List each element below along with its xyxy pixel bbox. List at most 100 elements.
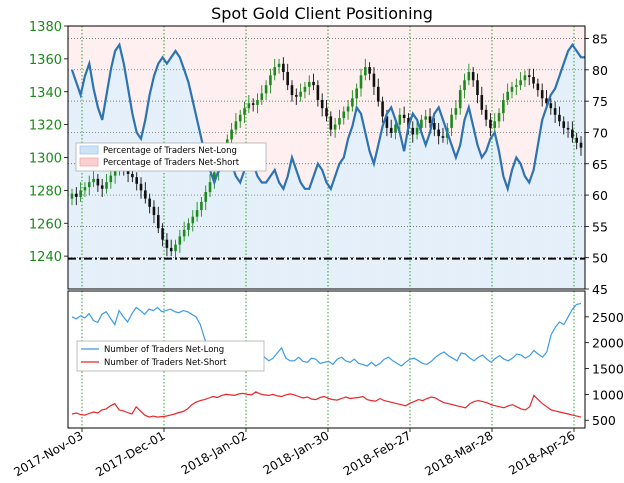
left-axis-tick-label: 1380 — [29, 20, 62, 35]
right-axis-tick-label: 75 — [592, 94, 608, 109]
candle-body — [213, 172, 216, 183]
candle-body — [83, 187, 87, 191]
candle-body — [295, 95, 298, 97]
candle-body — [381, 101, 384, 117]
main-legend: Percentage of Traders Net-Long Percentag… — [75, 142, 267, 172]
left-axis-tick-label: 1240 — [29, 250, 62, 265]
candle-body — [545, 98, 548, 104]
candle-body — [471, 72, 475, 81]
right-axis-tick-label: 65 — [592, 157, 608, 172]
sub-legend: Number of Traders Net-Long Number of Tra… — [76, 340, 265, 372]
x-axis-tick-label: 2018-Apr-26 — [506, 428, 577, 477]
candle-body — [351, 98, 354, 107]
candle-body — [523, 75, 527, 81]
candle-body — [571, 129, 574, 138]
sub-panel-frame — [67, 290, 586, 429]
candle-body — [437, 129, 440, 137]
right-axis-tick-label: 85 — [592, 32, 608, 47]
candle-body — [290, 85, 294, 96]
left-axis-tick-label: 1340 — [29, 86, 62, 101]
candle-body — [264, 85, 268, 94]
candle-body — [402, 114, 406, 119]
candle-body — [480, 95, 484, 110]
x-axis-tick-label: 2018-Jan-02 — [179, 428, 250, 477]
candle-body — [489, 119, 492, 128]
sub-axis-tick-label: 1500 — [592, 362, 624, 377]
legend-label-traders-net-long: Number of Traders Net-Long — [104, 345, 224, 355]
chart-title: Spot Gold Client Positioning — [211, 4, 433, 23]
left-axis-tick-label: 1260 — [29, 217, 62, 232]
candle-body — [131, 173, 134, 178]
candle-body — [355, 88, 358, 99]
candle-body — [510, 86, 514, 92]
candle-body — [428, 116, 432, 123]
candle-body — [87, 182, 91, 188]
candle-body — [286, 72, 289, 86]
candle-body — [251, 103, 255, 105]
candle-body — [79, 190, 82, 197]
candle-body — [346, 106, 350, 112]
candle-body — [316, 85, 320, 100]
candle-body — [299, 91, 302, 97]
candle-body — [424, 116, 428, 120]
sub-axis-tick-label: 1000 — [592, 387, 624, 402]
candle-body — [558, 114, 561, 122]
candle-body — [325, 108, 328, 117]
candle-body — [376, 86, 380, 102]
right-axis-tick-label: 80 — [592, 63, 608, 78]
candle-body — [113, 170, 117, 176]
sub-axis-tick-label: 500 — [592, 413, 616, 428]
candle-body — [441, 136, 445, 138]
candle-body — [191, 216, 195, 224]
candle-body — [187, 223, 190, 230]
candle-body — [148, 198, 151, 207]
candle-body — [342, 111, 346, 119]
x-axis-tick-label: 2018-Jan-30 — [261, 428, 332, 477]
candle-body — [152, 206, 156, 216]
candle-body — [415, 127, 419, 135]
right-axis-tick-label: 45 — [592, 282, 608, 297]
candle-body — [385, 116, 389, 128]
left-axis-tick-label: 1300 — [29, 152, 62, 167]
candle-body — [100, 185, 104, 189]
candle-body — [144, 190, 147, 199]
left-axis-tick-label: 1360 — [29, 53, 62, 68]
sub-axis-tick-label: 2500 — [592, 310, 624, 325]
candle-body — [260, 93, 264, 100]
candle-body — [139, 183, 143, 191]
right-axis-tick-label: 70 — [592, 125, 608, 140]
candle-body — [540, 90, 544, 99]
candle-body — [450, 114, 453, 128]
candle-body — [307, 81, 311, 87]
candle-body — [178, 236, 182, 245]
pct-net-long-line — [70, 42, 586, 193]
candle-body — [320, 99, 324, 109]
candle-body — [282, 63, 285, 73]
candle-body — [135, 177, 139, 184]
candle-body — [532, 76, 535, 84]
candle-body — [493, 121, 497, 128]
candle-body — [161, 228, 164, 240]
legend-swatch-net-long — [79, 145, 99, 155]
candle-body — [433, 122, 436, 130]
right-axis-tick-label: 50 — [592, 251, 608, 266]
left-axis-tick-label: 1280 — [29, 184, 62, 199]
candle-body — [411, 127, 415, 135]
candle-body — [575, 137, 578, 143]
candle-body — [303, 86, 307, 92]
candle-body — [502, 99, 505, 114]
traders-net-short-line — [71, 391, 582, 418]
candle-body — [247, 103, 251, 109]
candle-body — [230, 129, 233, 140]
candle-body — [169, 247, 173, 252]
candle-body — [394, 124, 397, 133]
candle-body — [484, 109, 488, 120]
candle-body — [105, 182, 108, 189]
candle-body — [269, 75, 272, 86]
candle-body — [527, 75, 531, 77]
candle-body — [195, 210, 199, 217]
sub-panel: 500 1000 1500 2000 2500 Number of Traders Ne… — [67, 290, 624, 429]
legend-swatch-net-short — [79, 157, 99, 167]
